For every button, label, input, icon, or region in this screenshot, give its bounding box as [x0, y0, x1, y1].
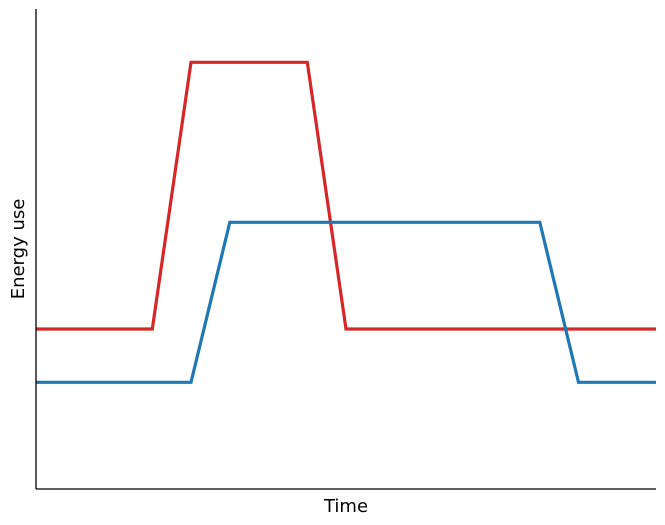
series-layer: [36, 60, 656, 384]
series-line-1: [36, 60, 656, 331]
x-axis-label: Time: [323, 496, 368, 517]
y-axis-label: Energy use: [8, 199, 29, 300]
series-line-2: [36, 220, 656, 384]
